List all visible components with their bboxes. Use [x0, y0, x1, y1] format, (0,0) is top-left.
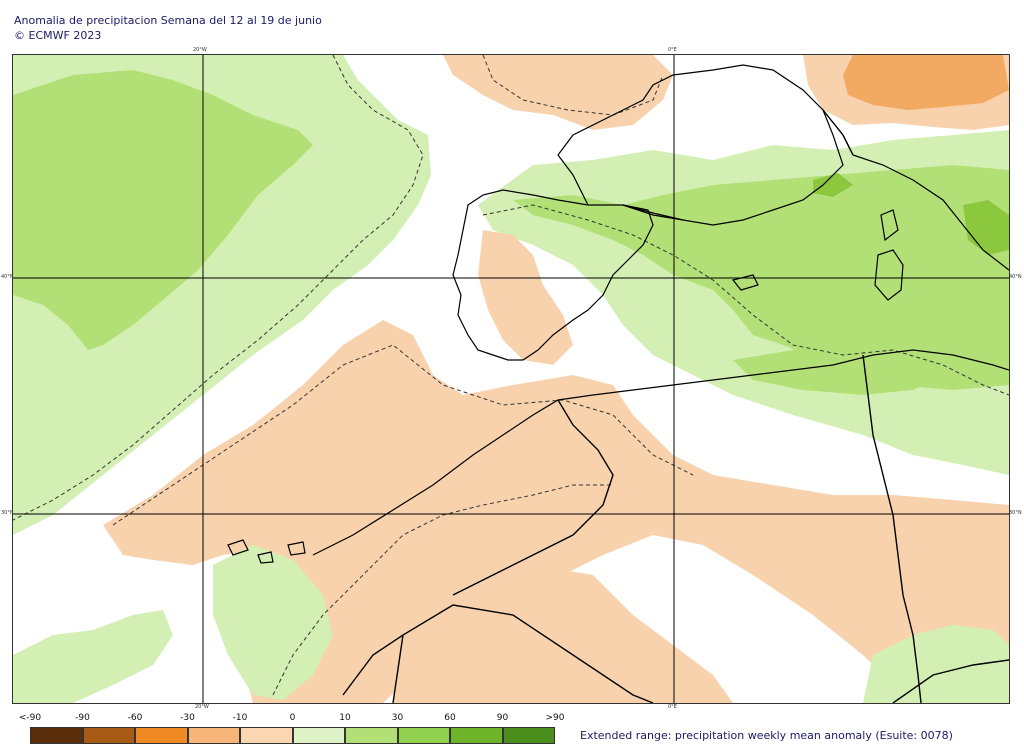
atlantic-anomaly-contour [13, 55, 424, 521]
lat-label-right-30n: 30°N [1009, 510, 1022, 516]
atlantic-wet-anomaly-medium [13, 70, 313, 350]
iberia-coastline [452, 189, 654, 361]
morocco-algeria-border [452, 399, 614, 596]
pyrenees-border [622, 204, 684, 221]
legend-color-box [82, 727, 135, 744]
legend-label: -60 [127, 713, 143, 723]
lat-label-right-40n: 40°N [1009, 274, 1022, 280]
copyright-notice: © ECMWF 2023 [14, 29, 102, 42]
legend-color-box [30, 727, 83, 744]
lon-label-top-20w: 20°W [193, 47, 207, 53]
bay-of-biscay-dry-anomaly [443, 55, 673, 130]
biscay-anomaly-contour [482, 55, 664, 116]
graticule [13, 55, 1009, 703]
legend-color-box [450, 727, 503, 744]
legend-color-box [187, 727, 240, 744]
legend-label: 0 [289, 713, 296, 723]
caption: Extended range: precipitation weekly mea… [580, 729, 953, 742]
algeria-tunisia-border [862, 354, 922, 703]
wet-anomaly-core-alps [813, 173, 853, 197]
legend-label: 10 [339, 713, 351, 723]
libya-border [892, 659, 1009, 703]
wet-anomaly-core-italy [963, 200, 1009, 255]
legend-label: -30 [180, 713, 195, 723]
north-africa-wet-anomaly [733, 345, 943, 395]
corsica-outline [880, 209, 899, 242]
anomaly-map [12, 54, 1010, 704]
lon-label-top-0e: 0°E [668, 47, 677, 53]
canary-wet-anomaly [213, 545, 333, 700]
legend-label: 60 [444, 713, 456, 723]
canary-islands [227, 539, 306, 564]
western-sahara-border [342, 634, 404, 696]
legend-label: 90 [496, 713, 509, 723]
legend-label: 30 [391, 713, 404, 723]
lat-label-left-30n: 30°N [1, 510, 14, 516]
legend-color-box [397, 727, 450, 744]
mediterranean-anomaly-contour [482, 204, 1009, 396]
legend-color-box [135, 727, 188, 744]
lon-label-bottom-20w: 20°W [195, 704, 209, 710]
france-coastline [557, 64, 844, 226]
iberia-dry-anomaly [478, 230, 573, 365]
north-africa-coastline [312, 349, 1009, 556]
sahara-dry-anomaly [393, 565, 733, 703]
legend-label: <-90 [18, 713, 42, 723]
southwest-wet-anomaly [13, 610, 173, 703]
morocco-atlantic-dry-anomaly [103, 320, 1009, 703]
legend-label: -10 [232, 713, 248, 723]
southeast-wet-anomaly [863, 625, 1009, 703]
italy-coastline [852, 154, 1009, 271]
france-italy-border [822, 109, 854, 156]
sardinia-outline [874, 249, 904, 301]
map-canvas [13, 55, 1009, 703]
legend-color-box [292, 727, 345, 744]
lon-label-bottom-0e: 0°E [668, 704, 677, 710]
central-europe-dry-anomaly-core [843, 55, 1009, 110]
sahara-anomaly-contour [272, 484, 613, 696]
legend-color-box [345, 727, 398, 744]
legend-color-box [240, 727, 293, 744]
morocco-anomaly-contour [112, 344, 694, 526]
legend-color-box [502, 727, 555, 744]
balearic-outline [731, 274, 759, 291]
lat-label-left-40n: 40°N [1, 274, 14, 280]
legend-label: -90 [75, 713, 90, 723]
legend-label: >90 [545, 713, 565, 723]
map-title: Anomalia de precipitacion Semana del 12 … [14, 14, 322, 27]
